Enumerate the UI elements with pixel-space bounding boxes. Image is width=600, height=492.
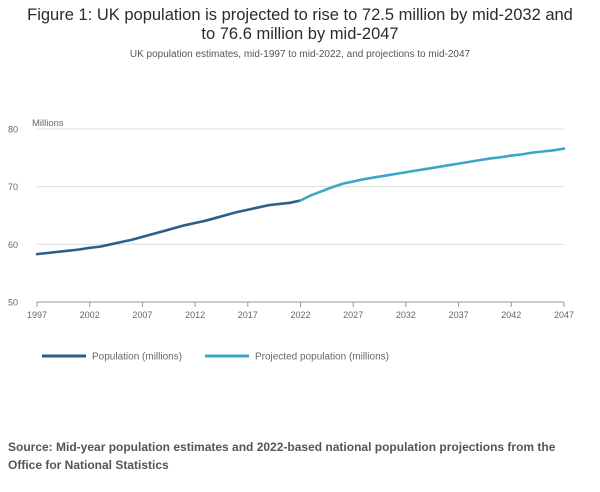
x-tick-label: 2027 — [343, 310, 363, 320]
x-tick-label: 2022 — [290, 310, 310, 320]
y-tick-label: 70 — [8, 182, 18, 192]
legend-label: Population (millions) — [92, 352, 182, 363]
x-tick-label: 2017 — [238, 310, 258, 320]
y-axis-label: Millions — [32, 118, 64, 129]
series-line — [299, 147, 566, 202]
chart-title-line-1: Figure 1: UK population is projected to … — [27, 6, 573, 24]
line-chart: 50 60 70 80 Millions 1997 2002 2007 2012 2017 2022… — [8, 118, 574, 363]
source-note: Source: Mid-year population estimates an… — [8, 440, 556, 472]
x-tick-label: 2042 — [501, 310, 521, 320]
y-tick-label: 60 — [8, 240, 18, 250]
chart-subtitle: UK population estimates, mid-1997 to mid… — [129, 49, 471, 60]
legend-label: Projected population (millions) — [255, 352, 389, 363]
x-tick-label: 1997 — [27, 310, 47, 320]
x-tick-label: 2032 — [396, 310, 416, 320]
x-tick-label: 2002 — [80, 310, 100, 320]
x-tick-label: 2047 — [554, 310, 574, 320]
x-tick-label: 2012 — [185, 310, 205, 320]
y-tick-label: 80 — [8, 125, 18, 135]
chart-title: Figure 1: UK population is projected to … — [0, 6, 600, 44]
x-tick-label: 2007 — [132, 310, 152, 320]
series-line — [35, 199, 302, 256]
y-tick-label: 50 — [8, 298, 18, 308]
chart-title-line-2: to 76.6 million by mid-2047 — [201, 25, 399, 43]
x-tick-label: 2037 — [449, 310, 469, 320]
